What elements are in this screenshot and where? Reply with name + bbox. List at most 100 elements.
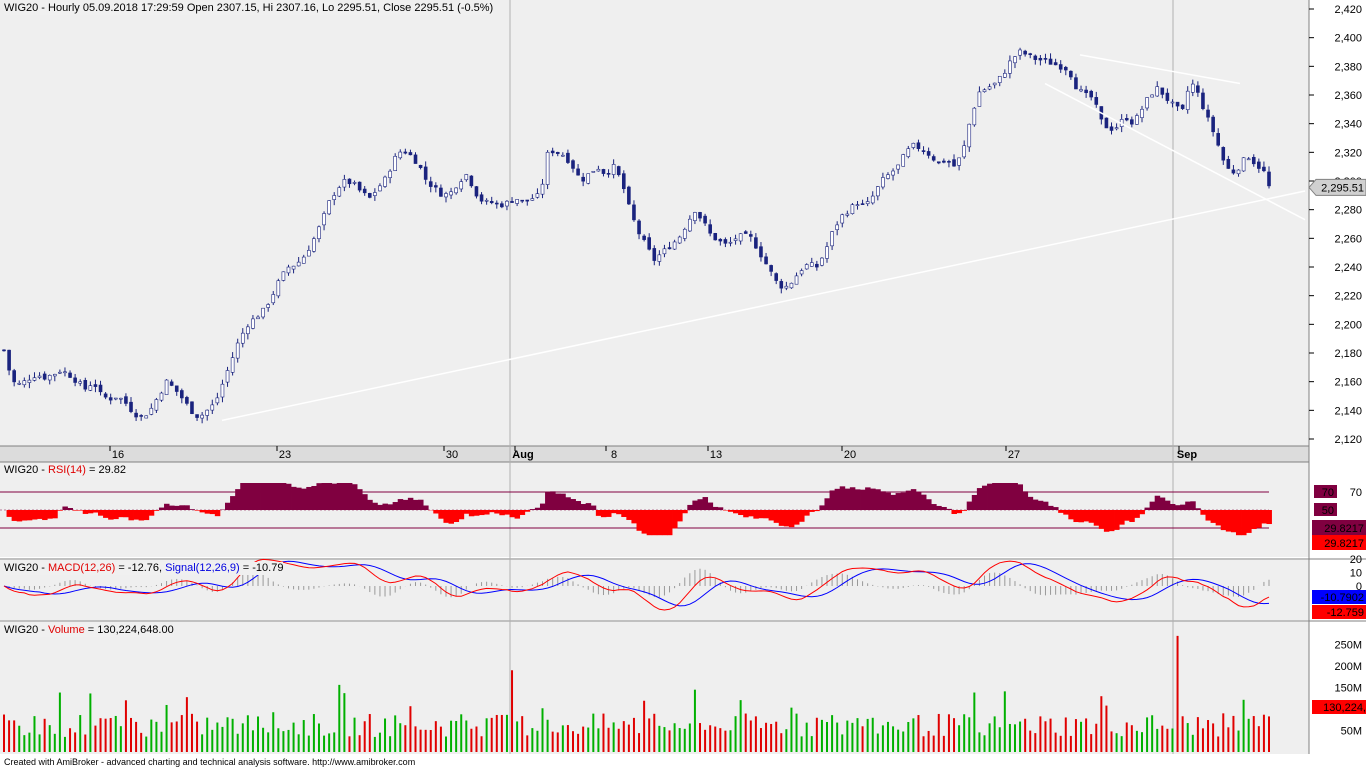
rsi-low-fill bbox=[1215, 510, 1222, 526]
rsi-panel[interactable] bbox=[0, 462, 1309, 557]
rsi-low-fill bbox=[636, 510, 642, 531]
candle-down bbox=[926, 151, 931, 156]
rsi-low-fill bbox=[1225, 510, 1232, 532]
macd-tick-label: 10 bbox=[1350, 568, 1362, 580]
rsi-high-fill bbox=[555, 493, 561, 510]
macd-tick-label: 0 bbox=[1356, 581, 1362, 593]
macd-title-prefix: WIG20 - bbox=[4, 562, 49, 574]
volume-title-value: = 130,224,648.00 bbox=[84, 624, 174, 636]
rsi-low-fill bbox=[672, 510, 678, 529]
candle-down bbox=[1124, 118, 1129, 121]
rsi-high-fill bbox=[158, 507, 165, 510]
candle-down bbox=[1069, 70, 1073, 78]
rsi-high-fill bbox=[1180, 504, 1186, 510]
candle-down bbox=[637, 220, 641, 235]
rsi-title-prefix: WIG20 - bbox=[4, 464, 49, 476]
candle-up bbox=[672, 241, 677, 250]
candle-up bbox=[662, 248, 667, 255]
candle-down bbox=[42, 373, 47, 380]
candle-up bbox=[1185, 90, 1190, 110]
price-panel[interactable] bbox=[0, 0, 1309, 446]
rsi-low-fill bbox=[738, 510, 744, 516]
candle-down bbox=[1257, 161, 1261, 169]
rsi-high-fill bbox=[987, 483, 993, 510]
candle-down bbox=[952, 159, 956, 167]
candle-down bbox=[652, 248, 657, 261]
candle-up bbox=[992, 82, 997, 86]
volume-title-name: Volume bbox=[48, 624, 85, 636]
rsi-high-fill bbox=[692, 500, 698, 510]
rsi-high-fill bbox=[687, 504, 693, 510]
candle-down bbox=[520, 199, 524, 202]
rsi-high-fill bbox=[870, 488, 876, 510]
candle-down bbox=[7, 349, 11, 371]
rsi-high-fill bbox=[1185, 501, 1191, 510]
signal-title-name: Signal(12,26,9) bbox=[165, 562, 240, 574]
candle-down bbox=[423, 166, 428, 180]
candle-up bbox=[1140, 108, 1144, 118]
candle-down bbox=[180, 390, 184, 399]
candle-down bbox=[1109, 126, 1114, 131]
rsi-low-fill bbox=[133, 510, 140, 520]
rsi-high-fill bbox=[580, 503, 587, 510]
candle-down bbox=[754, 237, 758, 249]
candle-down bbox=[1130, 119, 1134, 125]
candle-up bbox=[78, 381, 83, 384]
candle-down bbox=[103, 393, 108, 398]
price-tick-label: 2,320 bbox=[1334, 147, 1362, 159]
candle-up bbox=[1241, 157, 1246, 172]
rsi-high-fill bbox=[534, 507, 541, 510]
rsi-high-fill bbox=[885, 492, 891, 510]
candle-up bbox=[312, 238, 316, 252]
candle-up bbox=[835, 224, 839, 231]
rsi-low-fill bbox=[16, 510, 23, 522]
rsi-low-fill bbox=[1261, 510, 1267, 524]
candle-up bbox=[464, 174, 469, 181]
rsi-high-fill bbox=[402, 499, 409, 510]
rsi-low-fill bbox=[11, 510, 18, 521]
rsi-low-fill bbox=[209, 510, 216, 515]
candle-down bbox=[428, 181, 433, 187]
rsi-high-fill bbox=[1190, 501, 1196, 510]
price-tick-label: 2,400 bbox=[1334, 33, 1362, 45]
candle-up bbox=[906, 148, 911, 157]
rsi-low-fill bbox=[758, 510, 764, 519]
rsi-low-fill bbox=[666, 510, 673, 536]
volume-last-box bbox=[1312, 700, 1366, 714]
rsi-low-fill bbox=[199, 510, 206, 513]
candle-down bbox=[1160, 87, 1165, 95]
candle-up bbox=[967, 123, 972, 148]
candle-down bbox=[418, 164, 423, 168]
rsi-chart bbox=[0, 483, 1272, 536]
price-tick-label: 2,260 bbox=[1334, 233, 1362, 245]
candle-down bbox=[647, 237, 652, 250]
candle-up bbox=[271, 294, 276, 304]
candle-up bbox=[388, 170, 392, 178]
rsi-high-fill bbox=[392, 502, 399, 510]
rsi-low-fill bbox=[600, 510, 607, 518]
candle-up bbox=[215, 397, 220, 404]
candle-down bbox=[469, 175, 474, 187]
rsi-high-fill bbox=[291, 486, 297, 510]
rsi-high-fill bbox=[245, 483, 251, 510]
trendline bbox=[1079, 54, 1241, 85]
candle-down bbox=[860, 203, 865, 205]
candle-down bbox=[439, 187, 443, 197]
candle-up bbox=[881, 177, 885, 188]
candle-up bbox=[733, 238, 738, 241]
candle-up bbox=[789, 282, 794, 289]
rsi-low-fill bbox=[611, 510, 617, 514]
rsi-high-fill bbox=[341, 483, 348, 510]
candle-up bbox=[17, 382, 22, 385]
rsi-low-fill bbox=[773, 510, 780, 523]
rsi-low-fill bbox=[656, 510, 663, 536]
candle-down bbox=[1206, 109, 1210, 118]
rsi-high-fill bbox=[311, 485, 317, 510]
candle-up bbox=[891, 170, 895, 176]
rsi-high-fill bbox=[382, 503, 388, 510]
rsi-low-fill bbox=[504, 510, 510, 515]
candle-down bbox=[1033, 55, 1038, 60]
candle-up bbox=[301, 256, 306, 264]
candle-up bbox=[291, 265, 296, 270]
rsi-high-fill bbox=[697, 499, 703, 510]
